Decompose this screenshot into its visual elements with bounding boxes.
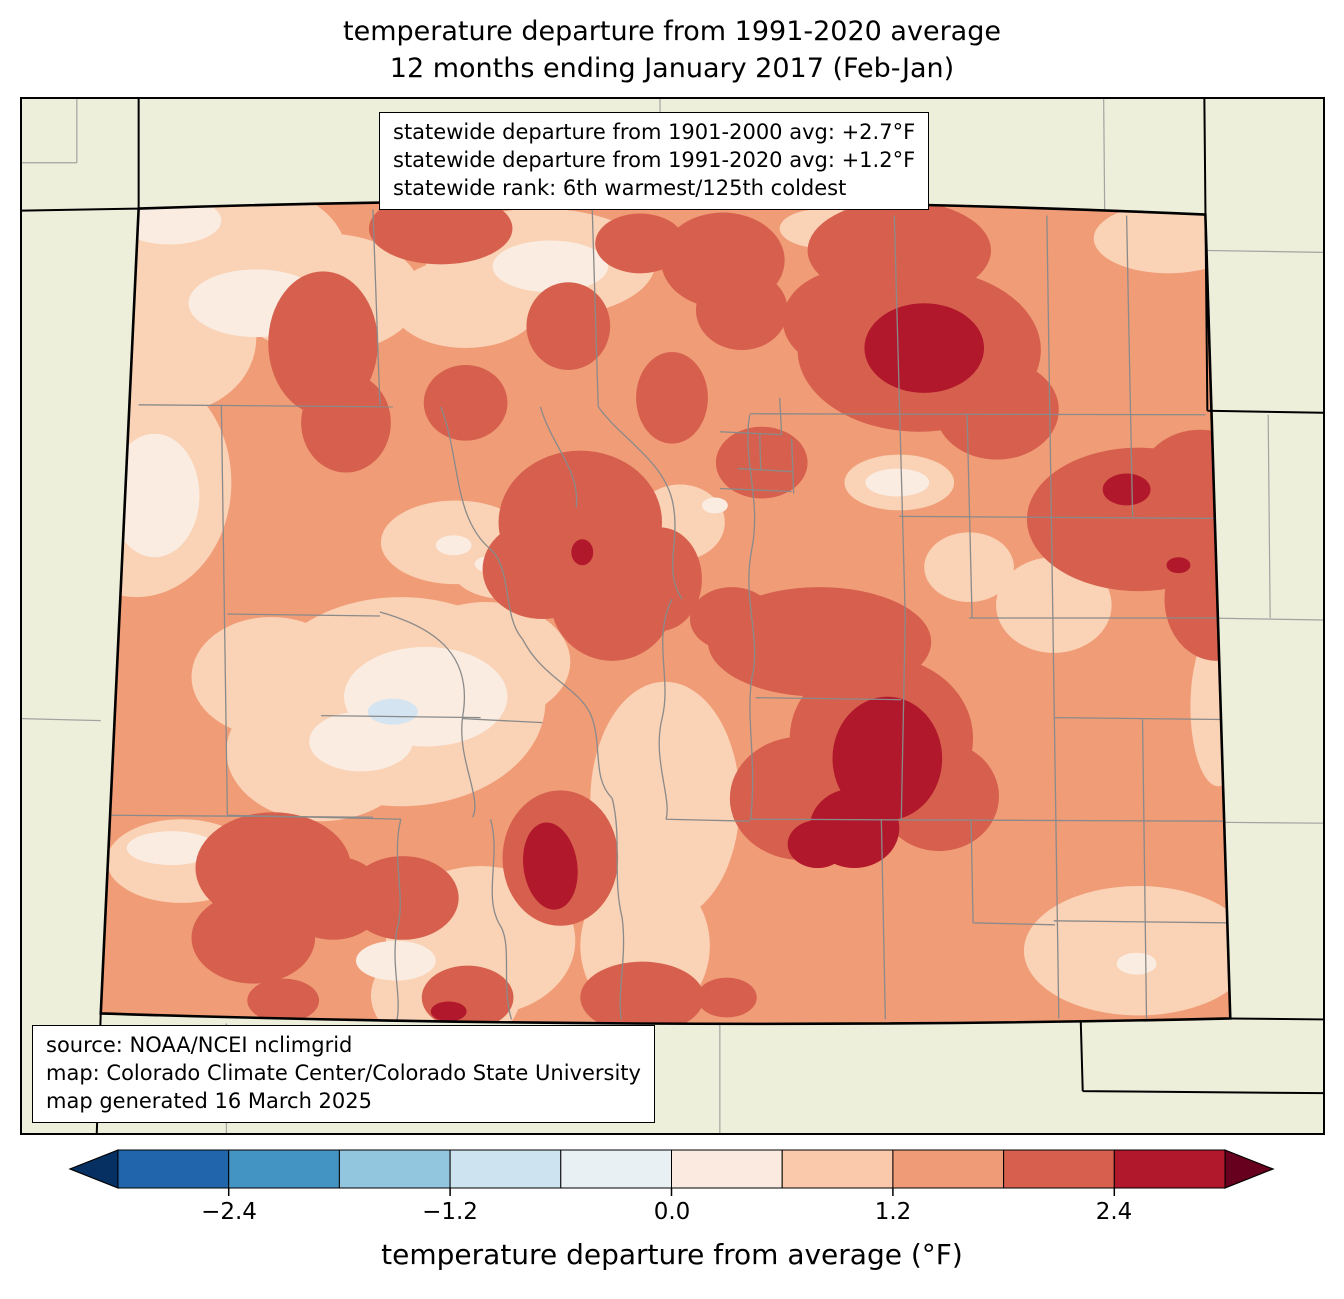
title-line-2: 12 months ending January 2017 (Feb-Jan): [389, 53, 955, 85]
source-line-1: source: NOAA/NCEI nclimgrid: [46, 1033, 353, 1058]
neighbor-state-borders: [22, 99, 1323, 1133]
colorbar-under-arrow: [68, 1149, 119, 1189]
figure-title: temperature departure from 1991-2020 ave…: [0, 13, 1344, 88]
colorbar-tick-label: 0.0: [653, 1199, 691, 1225]
hot-anomaly-cores: [430, 303, 1191, 1022]
county-lines: [111, 209, 1231, 1021]
colorado-map: [22, 99, 1323, 1133]
colorbar-tick-label: −2.4: [201, 1199, 257, 1225]
colorbar-segments: [117, 1149, 1226, 1189]
source-line-3: map generated 16 March 2025: [46, 1089, 373, 1114]
colorbar-tick-label: 1.2: [874, 1199, 912, 1225]
statewide-stats-box: statewide departure from 1901-2000 avg: …: [379, 112, 930, 210]
stats-line-2: statewide departure from 1991-2020 avg: …: [393, 147, 916, 172]
source-line-2: map: Colorado Climate Center/Colorado St…: [46, 1061, 641, 1086]
colorbar-tick-label: 2.4: [1095, 1199, 1133, 1225]
colorbar-tick-marks: [227, 1188, 1116, 1196]
colorbar-svg: [68, 1149, 1275, 1196]
colorbar-tick-label: −1.2: [422, 1199, 478, 1225]
colorbar: [68, 1148, 1275, 1198]
stats-line-3: statewide rank: 6th warmest/125th coldes…: [393, 175, 847, 200]
stats-line-1: statewide departure from 1901-2000 avg: …: [393, 120, 916, 144]
cool-anomaly-spot: [367, 698, 418, 725]
source-attribution-box: source: NOAA/NCEI nclimgrid map: Colorad…: [32, 1025, 655, 1123]
colorbar-axis-label: temperature departure from average (°F): [381, 1238, 963, 1271]
colorbar-over-arrow: [1224, 1149, 1275, 1189]
title-line-1: temperature departure from 1991-2020 ave…: [343, 16, 1001, 47]
map-axes: statewide departure from 1901-2000 avg: …: [20, 97, 1325, 1135]
